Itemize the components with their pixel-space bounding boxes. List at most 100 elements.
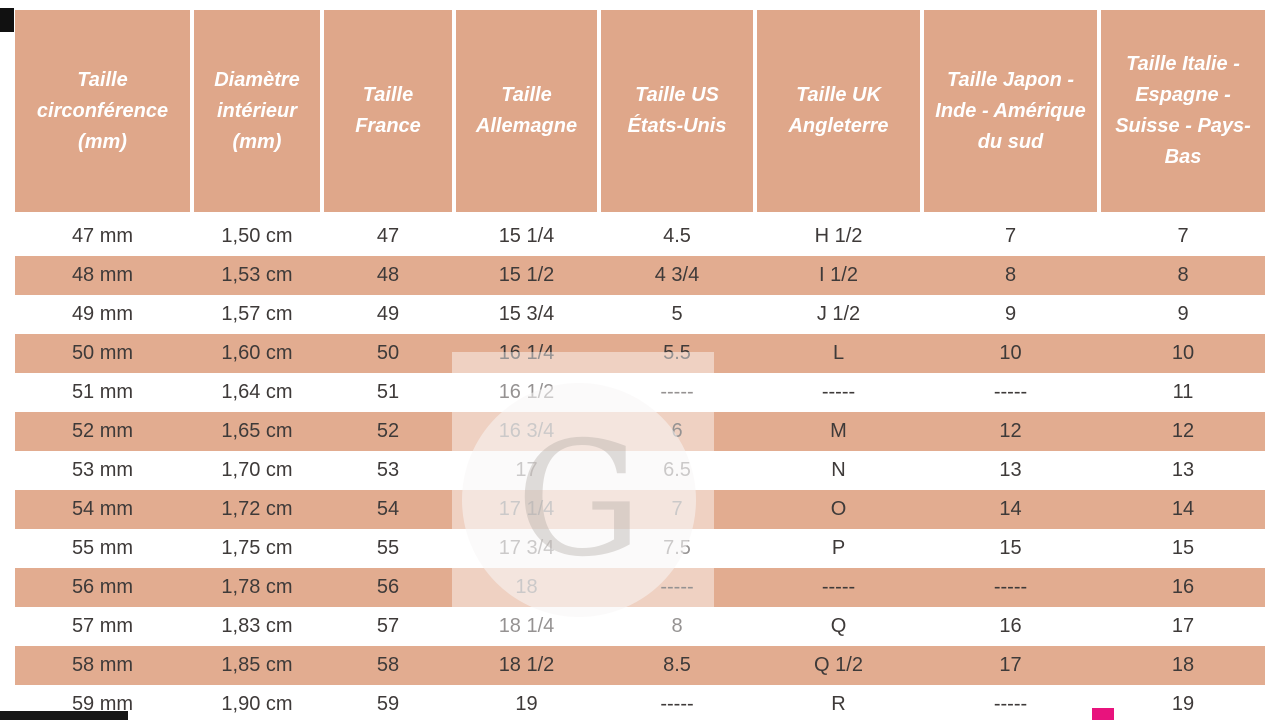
table-cell: N [831,459,846,481]
table-cell: L [832,342,845,364]
table-cell: 1,85 cm [221,654,293,676]
table-cell: 50 [376,342,400,364]
table-row: 55 mm 1,75 cm 55 17 3/4 7.5 P 15 15 [15,529,1265,568]
table-cell: 16 [1171,576,1195,598]
table-cell: 11 [1172,381,1194,403]
table-cell: 59 [376,693,400,715]
table-row: 49 mm 1,57 cm 49 15 3/4 5 J 1/2 9 9 [15,295,1265,334]
table-cell: 8 [1177,264,1189,286]
table-cell: 52 [376,420,400,442]
table-cell: 56 [376,576,400,598]
table-row: 59 mm 1,90 cm 59 19 ----- R ----- 19 [15,685,1265,720]
bottom-right-pink-square [1092,708,1114,720]
table-body: 47 mm 1,50 cm 47 15 1/4 4.5 H 1/2 7 7 48 mm 1,53 … [15,217,1265,720]
header-cell: Taille Italie - Espagne - Suisse - Pays-… [1097,10,1265,212]
table-row: 56 mm 1,78 cm 56 18 ----- ----- ----- 16 [15,568,1265,607]
table-cell: 1,53 cm [221,264,293,286]
table-cell: 13 [1171,459,1195,481]
table-cell: 18 [1171,654,1195,676]
table-cell: 16 1/2 [498,381,555,403]
table-cell: 48 mm [71,264,134,286]
table-cell: 7 [1177,225,1189,247]
table-cell: 56 mm [71,576,134,598]
table-cell: 19 [515,693,538,715]
table-cell: 5.5 [663,342,691,364]
table-cell: 4 3/4 [654,264,700,286]
ring-size-table: Taille circonférence (mm) Diamètre intéri… [15,10,1265,720]
table-cell: 16 1/4 [498,342,555,364]
table-row: 58 mm 1,85 cm 58 18 1/2 8.5 Q 1/2 17 18 [15,646,1265,685]
table-cell: 9 [1004,303,1017,325]
table-cell: 15 1/2 [498,264,555,286]
table-cell: Q 1/2 [814,654,863,676]
header-cell: Taille Allemagne [452,10,597,212]
table-row: 51 mm 1,64 cm 51 16 1/2 ----- ----- ----- 11 [15,373,1265,412]
header-cell: Diamètre intérieur (mm) [190,10,320,212]
table-cell: 49 mm [71,303,134,325]
table-cell: 1,64 cm [221,381,293,403]
table-cell: J 1/2 [816,303,861,325]
top-left-mark [0,8,14,32]
table-cell: 13 [999,459,1022,481]
table-cell: 1,57 cm [221,303,293,325]
table-cell: 49 [376,303,400,325]
table-cell: 48 [376,264,400,286]
table-cell: M [830,420,847,442]
table-cell: 17 [515,459,538,481]
header-cell: Taille US États-Unis [597,10,753,212]
table-cell: 10 [999,342,1022,364]
table-cell: 10 [1171,342,1195,364]
table-cell: 8 [671,615,683,637]
table-cell: 1,90 cm [221,693,293,715]
table-cell: 7 [1004,225,1017,247]
table-cell: 51 [376,381,400,403]
table-cell: 7.5 [663,537,691,559]
table-cell: P [831,537,846,559]
table-cell: 54 mm [71,498,134,520]
table-cell: ----- [993,693,1028,715]
table-cell: 1,75 cm [221,537,293,559]
table-cell: 18 1/2 [498,654,555,676]
table-cell: 1,60 cm [221,342,293,364]
table-cell: 18 1/4 [498,615,555,637]
table-cell: 51 mm [71,381,134,403]
table-cell: 17 [1171,615,1195,637]
table-cell: 17 [999,654,1022,676]
table-cell: 58 mm [71,654,134,676]
table-cell: 4.5 [663,225,691,247]
header-cell: Taille France [320,10,452,212]
table-cell: O [830,498,847,520]
table-cell: 16 3/4 [498,420,555,442]
table-row: 48 mm 1,53 cm 48 15 1/2 4 3/4 I 1/2 8 8 [15,256,1265,295]
table-cell: 1,65 cm [221,420,293,442]
table-cell: 8.5 [663,654,691,676]
table-cell: 15 3/4 [498,303,555,325]
table-cell: ----- [993,576,1028,598]
table-cell: 8 [1004,264,1017,286]
table-cell: 55 [376,537,400,559]
table-cell: I 1/2 [819,264,858,286]
table-row: 47 mm 1,50 cm 47 15 1/4 4.5 H 1/2 7 7 [15,217,1265,256]
header-cell: Taille circonférence (mm) [15,10,190,212]
table-cell: ----- [660,381,694,403]
table-cell: H 1/2 [814,225,863,247]
header-cell: Taille Japon - Inde - Amérique du sud [920,10,1097,212]
table-cell: ----- [821,576,856,598]
table-cell: 18 [515,576,538,598]
table-cell: 54 [376,498,400,520]
table-cell: 15 [999,537,1022,559]
table-cell: 52 mm [71,420,134,442]
table-cell: 5 [671,303,683,325]
table-cell: 55 mm [71,537,134,559]
table-cell: 9 [1177,303,1189,325]
table-cell: 53 [376,459,400,481]
table-cell: ----- [821,381,856,403]
table-cell: 1,72 cm [221,498,293,520]
table-cell: 14 [1171,498,1195,520]
table-row: 54 mm 1,72 cm 54 17 1/4 7 O 14 14 [15,490,1265,529]
table-cell: 12 [1171,420,1195,442]
table-cell: ----- [660,576,694,598]
table-cell: 14 [999,498,1022,520]
table-row: 52 mm 1,65 cm 52 16 3/4 6 M 12 12 [15,412,1265,451]
